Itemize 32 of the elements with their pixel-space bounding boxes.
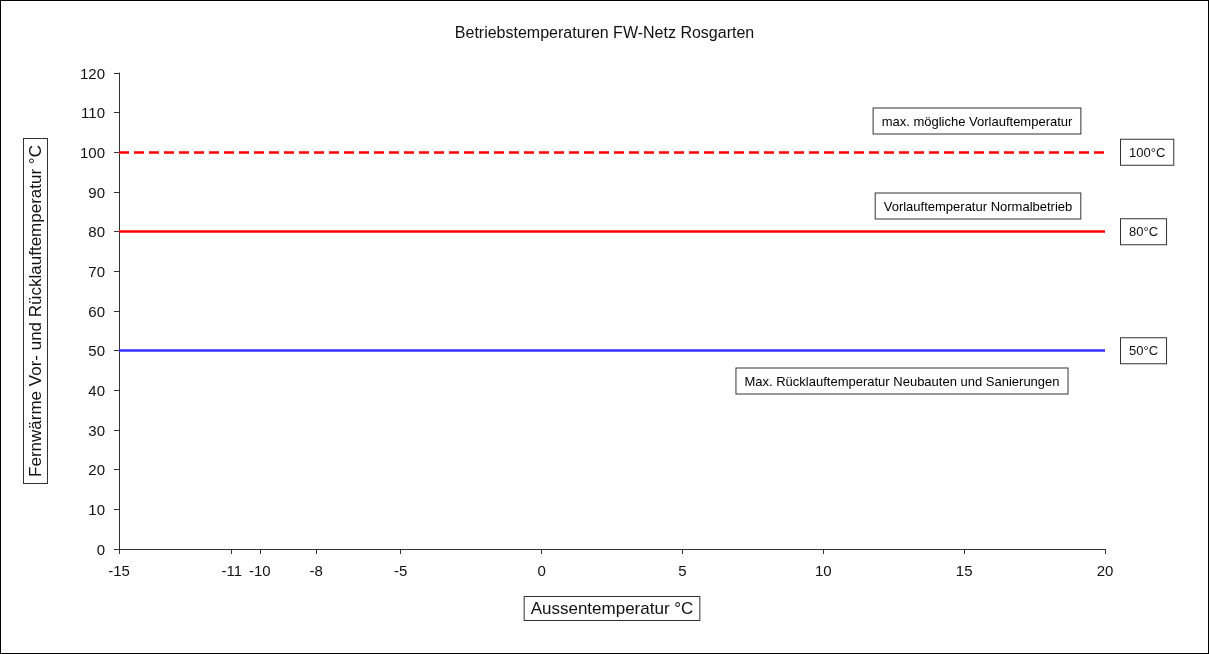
x-tick-label: 10 <box>814 562 832 579</box>
y-tick-label: 110 <box>81 104 105 122</box>
x-tick-label: 5 <box>678 562 687 579</box>
x-tick-label: -8 <box>309 562 323 579</box>
x-tick-label: -15 <box>108 562 130 579</box>
y-tick-label: 120 <box>79 64 105 82</box>
y-tick-label: 80 <box>88 223 105 241</box>
y-tick-label: 50 <box>88 342 105 360</box>
x-tick-label: -11 <box>221 562 242 579</box>
y-tick-label: 10 <box>88 500 105 518</box>
x-tick-label: 0 <box>537 562 546 579</box>
x-tick-label: -10 <box>249 562 271 579</box>
ref-line-label: 50°C <box>1129 343 1159 359</box>
x-tick-label: -5 <box>394 562 408 579</box>
y-tick-label: 40 <box>88 381 105 399</box>
y-axis-title: Fernwärme Vor- und Rücklauftemperatur °C <box>26 145 45 477</box>
ref-line-label: 100°C <box>1129 144 1166 160</box>
y-tick-label: 30 <box>88 421 105 439</box>
chart-title: Betriebstemperaturen FW-Netz Rosgarten <box>454 23 755 41</box>
annotation: max. mögliche Vorlauftemperatur <box>881 113 1074 129</box>
ref-line-label: 80°C <box>1129 224 1159 240</box>
y-tick-label: 90 <box>88 183 105 201</box>
x-tick-label: 20 <box>1096 562 1114 579</box>
y-tick-label: 60 <box>88 302 105 320</box>
y-tick-label: 0 <box>96 540 105 558</box>
x-tick-label: 15 <box>955 562 973 579</box>
y-tick-label: 20 <box>88 461 105 479</box>
annotation: Vorlauftemperatur Normalbetrieb <box>883 198 1073 214</box>
y-tick-label: 100 <box>79 143 105 161</box>
x-axis-title: Aussentemperatur °C <box>530 599 694 618</box>
y-tick-label: 70 <box>88 262 105 280</box>
annotation: Max. Rücklauftemperatur Neubauten und Sanierungen <box>744 373 1060 389</box>
